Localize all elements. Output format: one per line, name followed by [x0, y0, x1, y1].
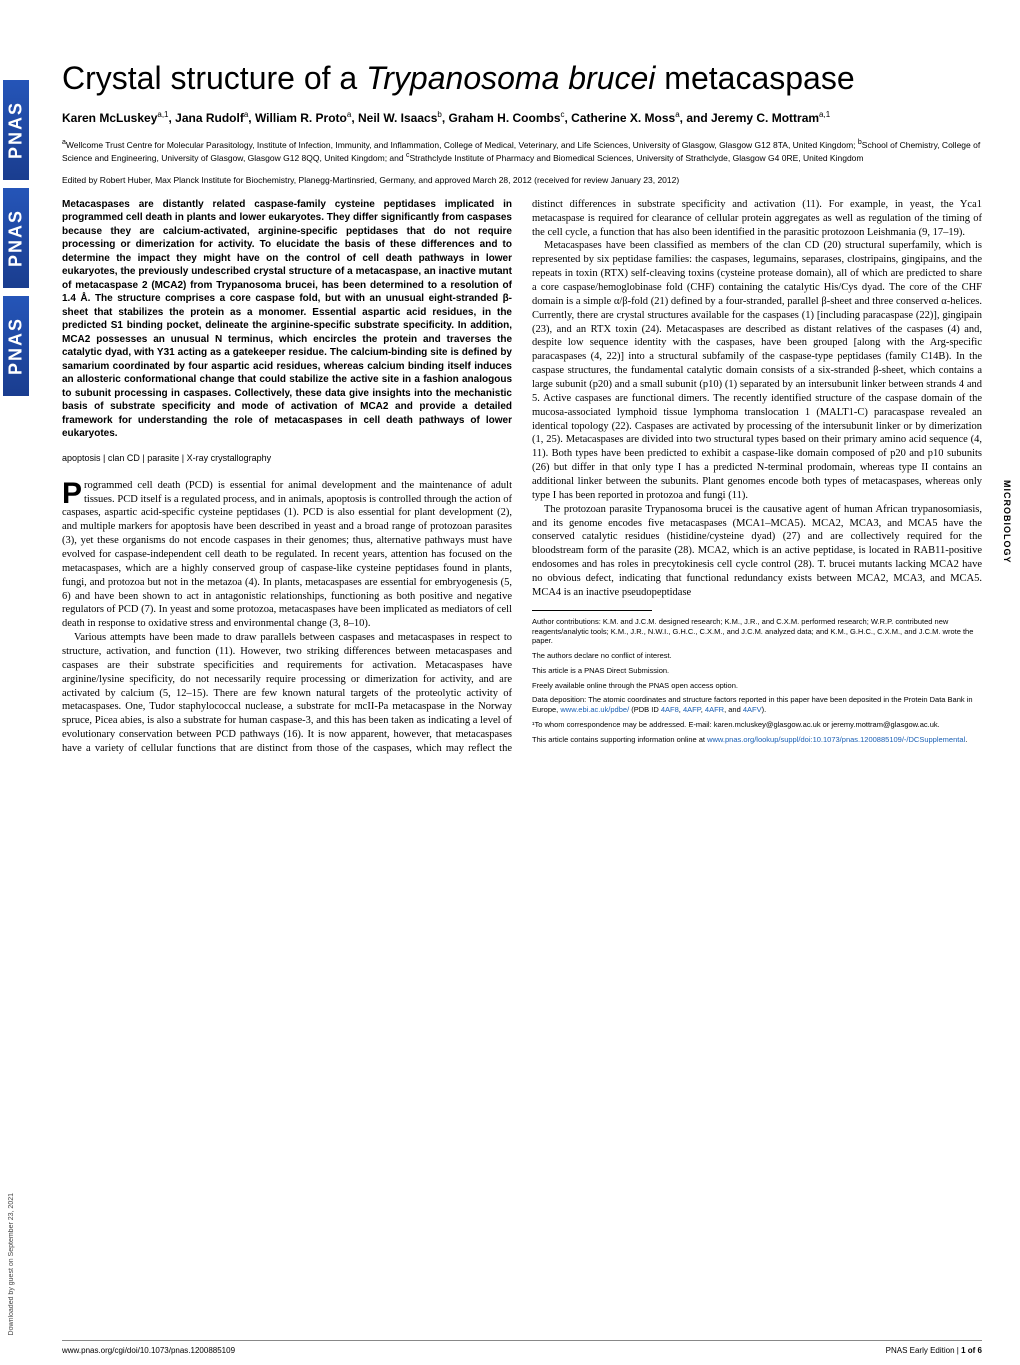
- footer-page-info: PNAS Early Edition | 1 of 6: [886, 1346, 982, 1355]
- data-deposition-note: Data deposition: The atomic coordinates …: [532, 695, 982, 715]
- paragraph-4: The protozoan parasite Trypanosoma bruce…: [532, 503, 982, 600]
- page-footer: www.pnas.org/cgi/doi/10.1073/pnas.120088…: [62, 1340, 982, 1355]
- deposition-ids-prefix: (PDB ID: [629, 705, 661, 714]
- pnas-logo-repeat: PNAS: [3, 188, 29, 288]
- pnas-logo-repeat-2: PNAS: [3, 296, 29, 396]
- author-contributions: Author contributions: K.M. and J.C.M. de…: [532, 617, 982, 646]
- footer-doi: www.pnas.org/cgi/doi/10.1073/pnas.120088…: [62, 1346, 235, 1355]
- article-title: Crystal structure of a Trypanosoma bruce…: [62, 62, 982, 96]
- supporting-info-note: This article contains supporting informa…: [532, 735, 982, 745]
- pnas-sidebar: PNAS PNAS PNAS: [0, 80, 32, 1180]
- deposition-suffix: ).: [762, 705, 767, 714]
- footer-edition: PNAS Early Edition: [886, 1346, 955, 1355]
- supp-prefix: This article contains supporting informa…: [532, 735, 707, 744]
- title-suffix: metacaspase: [655, 60, 854, 96]
- conflict-note: The authors declare no conflict of inter…: [532, 651, 982, 661]
- edited-by: Edited by Robert Huber, Max Planck Insti…: [62, 175, 982, 186]
- footnotes: Author contributions: K.M. and J.C.M. de…: [532, 617, 982, 745]
- direct-submission-note: This article is a PNAS Direct Submission…: [532, 666, 982, 676]
- abstract: Metacaspases are distantly related caspa…: [62, 198, 512, 441]
- title-prefix: Crystal structure of a: [62, 60, 366, 96]
- keywords: apoptosis | clan CD | parasite | X-ray c…: [62, 453, 512, 465]
- paragraph-1: Programmed cell death (PCD) is essential…: [62, 479, 512, 631]
- pdb-id-3[interactable]: 4AFR: [705, 705, 724, 714]
- author-list: Karen McLuskeya,1, Jana Rudolfa, William…: [62, 110, 982, 127]
- pdb-id-4[interactable]: 4AFV: [743, 705, 762, 714]
- affiliations: aWellcome Trust Centre for Molecular Par…: [62, 138, 982, 165]
- two-column-body: Metacaspases are distantly related caspa…: [62, 198, 982, 756]
- supp-suffix: .: [965, 735, 967, 744]
- dropcap: P: [62, 479, 84, 507]
- paragraph-3: Metacaspases have been classified as mem…: [532, 239, 982, 502]
- title-species: Trypanosoma brucei: [366, 60, 655, 96]
- open-access-note: Freely available online through the PNAS…: [532, 681, 982, 691]
- pdb-link[interactable]: www.ebi.ac.uk/pdbe/: [560, 705, 629, 714]
- paragraph-1-text: rogrammed cell death (PCD) is essential …: [62, 480, 512, 630]
- correspondence-note: ¹To whom correspondence may be addressed…: [532, 720, 982, 730]
- section-label: MICROBIOLOGY: [1002, 480, 1012, 564]
- pnas-logo: PNAS: [3, 80, 29, 180]
- pdb-id-2[interactable]: 4AFP: [683, 705, 701, 714]
- pdb-id-1[interactable]: 4AF8: [661, 705, 679, 714]
- supp-link[interactable]: www.pnas.org/lookup/suppl/doi:10.1073/pn…: [707, 735, 965, 744]
- download-note: Downloaded by guest on September 23, 202…: [8, 1193, 15, 1335]
- footnote-rule: [532, 610, 652, 611]
- article-content: Crystal structure of a Trypanosoma bruce…: [62, 62, 982, 1337]
- footer-page-number: 1 of 6: [961, 1346, 982, 1355]
